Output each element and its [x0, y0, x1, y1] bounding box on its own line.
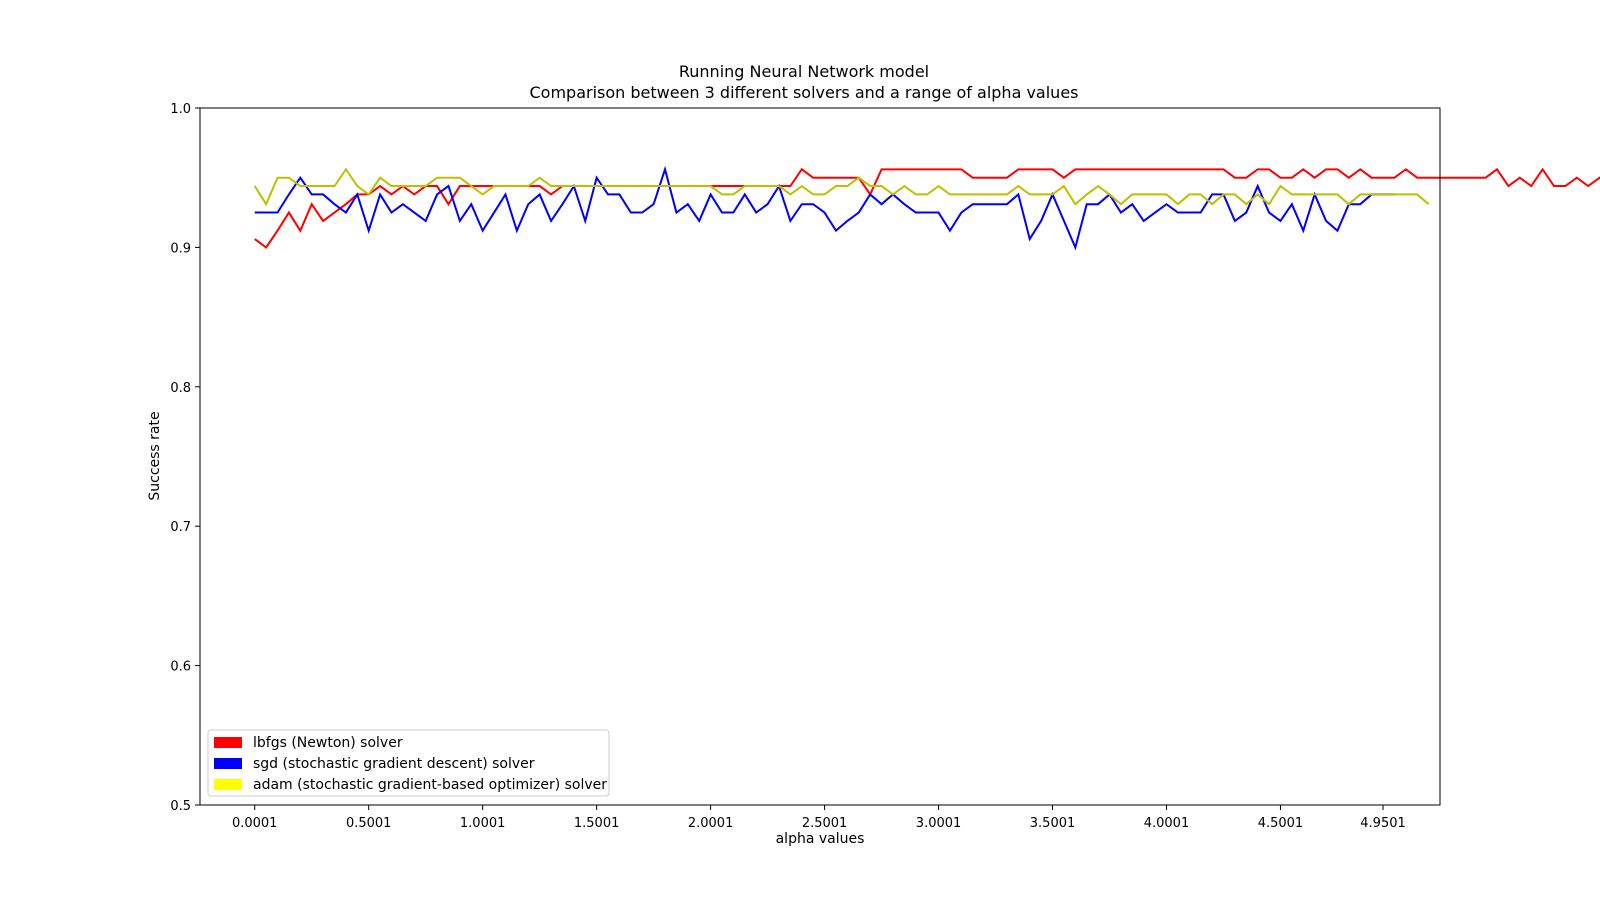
chart-title: Running Neural Network model	[679, 62, 929, 81]
y-axis-label: Success rate	[147, 411, 163, 500]
legend-label-adam: adam (stochastic gradient-based optimize…	[253, 777, 607, 793]
legend-swatch-lbfgs	[214, 737, 242, 748]
legend-label-sgd: sgd (stochastic gradient descent) solver	[253, 756, 535, 772]
x-axis-label: alpha values	[776, 831, 865, 847]
x-tick-label: 3.0001	[916, 816, 962, 831]
legend-frame	[207, 729, 610, 797]
x-tick-label: 4.5001	[1258, 816, 1304, 831]
legend-label-lbfgs: lbfgs (Newton) solver	[253, 735, 403, 751]
legend-swatch-sgd	[214, 758, 242, 769]
y-tick-label: 1.0	[170, 102, 191, 117]
x-tick-label: 4.0001	[1144, 816, 1190, 831]
legend-swatch-adam	[214, 779, 242, 790]
legend: lbfgs (Newton) solver sgd (stochastic gr…	[207, 729, 610, 797]
series-line-lbfgs	[254, 167, 1600, 249]
y-tick-label: 0.7	[170, 520, 191, 535]
x-tick-label: 1.5001	[574, 816, 620, 831]
x-tick-label: 3.5001	[1030, 816, 1076, 831]
x-tick-label: 1.0001	[460, 816, 506, 831]
plot-frame	[199, 107, 1441, 806]
x-tick-label: 4.9501	[1360, 816, 1406, 831]
series-line-adam	[253, 167, 1430, 207]
chart-subtitle: Comparison between 3 different solvers a…	[529, 83, 1078, 102]
y-axis-ticks: 0.5 0.6 0.7 0.8 0.9 1.0	[170, 102, 200, 814]
x-axis-ticks: 0.0001 0.5001 1.0001 1.5001 2.0001 2.5001 3.00…	[232, 805, 1406, 831]
y-tick-label: 0.5	[170, 799, 191, 814]
x-tick-label: 0.0001	[232, 816, 278, 831]
y-tick-label: 0.6	[170, 660, 191, 675]
y-tick-label: 0.8	[170, 381, 191, 396]
x-tick-label: 2.5001	[802, 816, 848, 831]
plot-lines	[253, 165, 1600, 251]
x-tick-label: 2.0001	[688, 816, 734, 831]
y-tick-label: 0.9	[170, 241, 191, 256]
x-tick-label: 0.5001	[346, 816, 392, 831]
series-line-sgd	[254, 165, 1395, 251]
